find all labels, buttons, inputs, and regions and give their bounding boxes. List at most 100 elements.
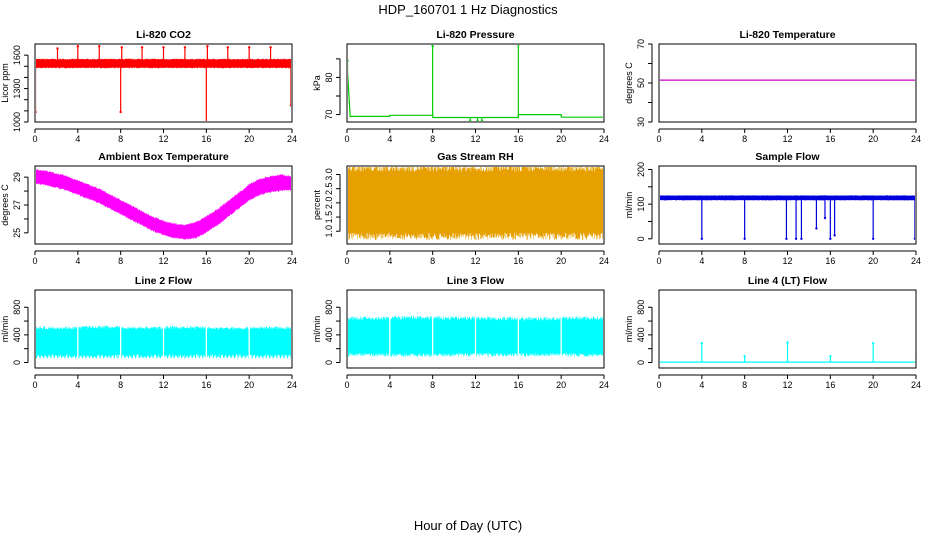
series-point — [504, 207, 507, 210]
panel-title: Ambient Box Temperature — [98, 151, 229, 163]
x-tick-label: 8 — [118, 134, 123, 144]
y-axis-label: ml/min — [624, 192, 634, 219]
x-tick-label: 12 — [470, 134, 480, 144]
y-axis-label: degrees C — [0, 184, 10, 226]
y-tick-label: 3.0 — [324, 168, 334, 181]
x-tick-label: 12 — [470, 256, 480, 266]
plot-frame — [346, 289, 605, 369]
x-tick-label: 12 — [470, 380, 480, 390]
y-tick-label: 1300 — [12, 79, 22, 99]
x-tick-label: 16 — [825, 380, 835, 390]
x-tick-label: 20 — [556, 380, 566, 390]
plot-frame — [658, 165, 917, 245]
series-point — [513, 218, 517, 222]
panel-title: Line 4 (LT) Flow — [748, 275, 828, 287]
x-tick-label: 20 — [244, 256, 254, 266]
series-point — [455, 201, 458, 205]
x-tick-label: 12 — [158, 256, 168, 266]
panel-title: Sample Flow — [755, 151, 820, 163]
y-axis-label: ml/min — [624, 316, 634, 343]
x-tick-label: 16 — [513, 256, 523, 266]
series-point — [371, 201, 374, 205]
plot-area — [36, 45, 291, 121]
series-point — [431, 45, 434, 48]
y-tick-label: 200 — [636, 162, 646, 177]
y-axis-label: Licor ppm — [0, 63, 10, 103]
x-tick-label: 12 — [158, 380, 168, 390]
panel-title: Line 3 Flow — [447, 275, 505, 287]
x-tick-label: 4 — [699, 380, 704, 390]
series-point — [522, 198, 525, 202]
series-point — [120, 46, 123, 49]
series-point — [478, 204, 481, 207]
series-point — [98, 45, 101, 48]
x-tick-label: 20 — [556, 134, 566, 144]
y-tick-label: 1000 — [12, 112, 22, 132]
series-point — [871, 341, 875, 345]
x-tick-label: 16 — [825, 256, 835, 266]
series-point — [289, 104, 291, 107]
y-tick-label: 0 — [324, 360, 334, 365]
x-tick-label: 12 — [782, 256, 792, 266]
plot-frame — [346, 165, 605, 245]
x-tick-label: 0 — [656, 134, 661, 144]
y-tick-label: 80 — [324, 72, 334, 82]
series-point — [205, 120, 207, 121]
y-tick-label: 25 — [12, 228, 22, 238]
x-tick-label: 16 — [513, 380, 523, 390]
y-tick-label: 29 — [12, 172, 22, 182]
y-tick-label: 800 — [324, 300, 334, 315]
plot-area — [36, 291, 291, 367]
series-point — [743, 355, 746, 358]
x-tick-label: 8 — [118, 380, 123, 390]
x-tick-label: 12 — [158, 134, 168, 144]
series-point — [226, 46, 229, 49]
x-tick-label: 24 — [911, 380, 921, 390]
y-tick-label: 0 — [12, 360, 22, 365]
series-point — [247, 46, 251, 49]
panel-title: Li-820 Temperature — [739, 29, 835, 41]
plot-frame — [34, 165, 293, 245]
x-tick-label: 8 — [430, 380, 435, 390]
series-point — [403, 227, 407, 230]
y-tick-label: 400 — [324, 327, 334, 342]
series-point — [517, 45, 520, 46]
x-tick-label: 12 — [782, 380, 792, 390]
series-point — [437, 196, 441, 199]
series-point — [829, 237, 832, 240]
series-point — [358, 213, 362, 216]
series-point — [700, 237, 704, 240]
y-tick-label: 30 — [636, 117, 646, 127]
plot-area — [348, 291, 603, 367]
x-tick-label: 8 — [430, 134, 435, 144]
y-tick-label: 50 — [636, 78, 646, 88]
panel-5: Gas Stream RH 0 4 8 12 16 20 24 1.01.52.0 2.53.0p… — [312, 151, 609, 266]
x-tick-label: 0 — [32, 134, 37, 144]
y-tick-label: 400 — [636, 327, 646, 342]
x-tick-label: 4 — [75, 256, 80, 266]
panel-title: Gas Stream RH — [437, 151, 513, 163]
y-tick-label: 0 — [636, 236, 646, 241]
series-point — [348, 59, 349, 62]
x-tick-label: 24 — [287, 134, 297, 144]
y-tick-label: 1.5 — [324, 211, 334, 224]
panel-4: Ambient Box Temperature 0 4 8 12 16 20 24 25 27 29… — [0, 151, 297, 266]
series-point — [584, 204, 587, 207]
series-line — [348, 69, 603, 119]
x-tick-label: 0 — [344, 380, 349, 390]
x-tick-label: 8 — [742, 134, 747, 144]
series-point — [833, 234, 836, 237]
y-tick-label: 1.0 — [324, 225, 334, 238]
series-point — [206, 45, 209, 48]
x-tick-label: 8 — [742, 256, 747, 266]
y-tick-label: 800 — [636, 300, 646, 315]
series-point — [743, 237, 746, 240]
x-tick-label: 20 — [556, 256, 566, 266]
x-tick-label: 4 — [699, 256, 704, 266]
plot-frame — [658, 43, 917, 123]
x-tick-label: 4 — [387, 380, 392, 390]
